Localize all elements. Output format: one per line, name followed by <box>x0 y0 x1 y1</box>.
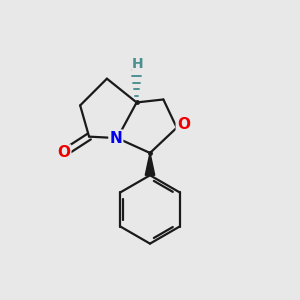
Text: O: O <box>57 146 70 160</box>
Text: O: O <box>177 117 190 132</box>
Text: H: H <box>132 57 144 71</box>
Text: N: N <box>110 130 122 146</box>
Polygon shape <box>145 153 155 175</box>
